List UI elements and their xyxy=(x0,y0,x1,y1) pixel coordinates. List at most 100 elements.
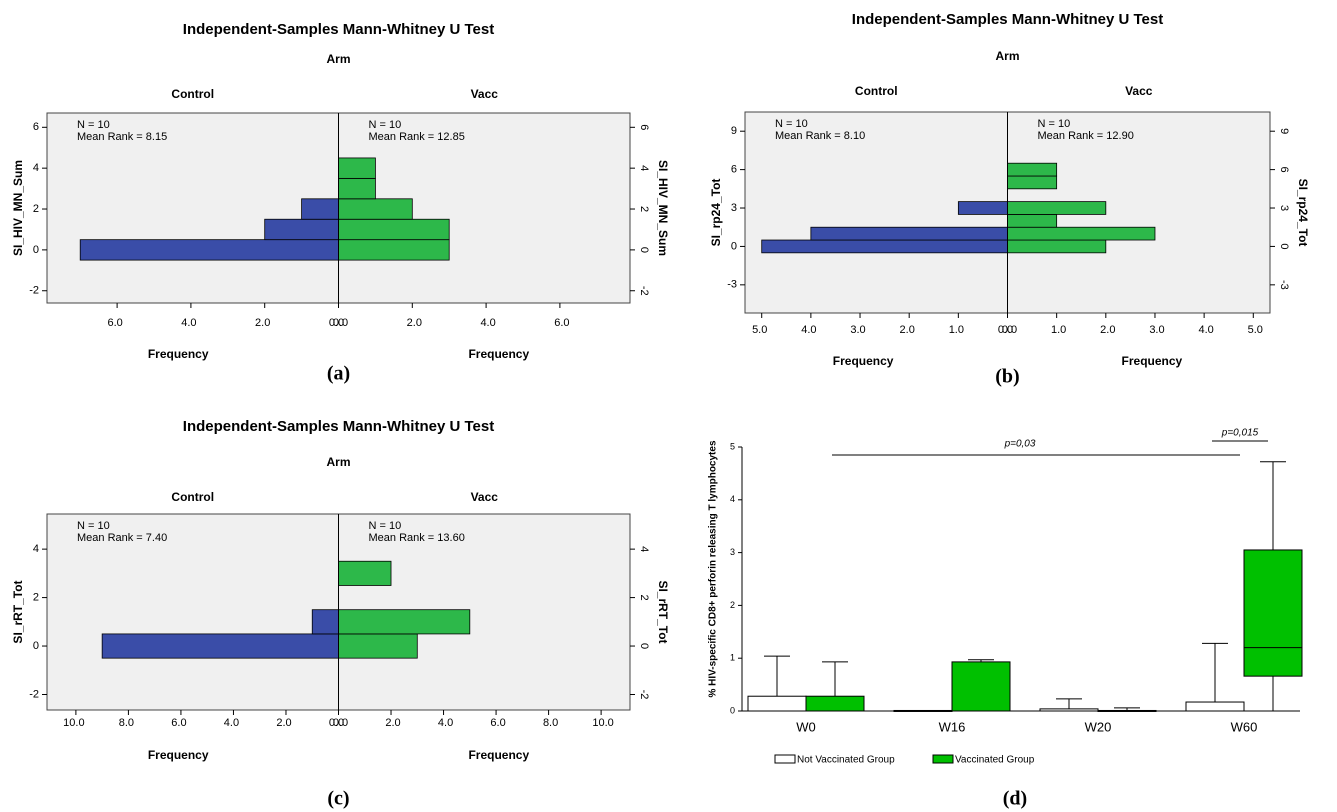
bar xyxy=(338,218,450,241)
annotation: N = 10 xyxy=(77,520,110,532)
y-tick-label: 2 xyxy=(33,591,39,603)
x-tick-label: 0.0 xyxy=(329,317,344,329)
x-tick-label: 2.0 xyxy=(255,317,270,329)
facet-title: Arm xyxy=(326,52,350,66)
facet-header: Control xyxy=(855,84,898,98)
chart-title: Independent-Samples Mann-Whitney U Test xyxy=(852,11,1163,28)
y-tick-label: -3 xyxy=(1278,280,1290,290)
annotation: N = 10 xyxy=(369,520,402,532)
y-tick-label: 0 xyxy=(638,247,650,253)
y-tick-label: 3 xyxy=(730,547,735,557)
bar xyxy=(338,198,413,220)
x-tick-label: 3.0 xyxy=(850,324,865,336)
x-tick-label: 1.0 xyxy=(949,324,964,336)
y-tick-label: 3 xyxy=(731,202,737,214)
chart-title: Independent-Samples Mann-Whitney U Test xyxy=(183,418,494,435)
x-tick-label: 6.0 xyxy=(490,717,505,729)
y-tick-label: 9 xyxy=(731,125,737,137)
y-tick-label: 0 xyxy=(731,240,737,252)
annotation: N = 10 xyxy=(369,119,402,131)
annotation: Mean Rank = 12.85 xyxy=(369,131,465,143)
chart-title: Independent-Samples Mann-Whitney U Test xyxy=(183,21,494,38)
legend-swatch xyxy=(774,754,796,764)
x-axis-label: Frequency xyxy=(468,347,529,361)
caption: (d) xyxy=(1003,788,1027,810)
bar xyxy=(338,609,471,635)
x-tick-label: 4.0 xyxy=(801,324,816,336)
bar xyxy=(311,609,339,635)
x-axis-label: Frequency xyxy=(148,347,209,361)
annotation: Mean Rank = 13.60 xyxy=(369,532,465,544)
x-tick-label: 2.0 xyxy=(900,324,915,336)
y-tick-label: 9 xyxy=(1278,128,1290,134)
annotation: Mean Rank = 8.15 xyxy=(77,131,167,143)
bar xyxy=(1007,239,1107,254)
y-axis-label: SI_HIV_MN_Sum xyxy=(656,160,670,256)
x-tick-label: 6.0 xyxy=(107,317,122,329)
y-tick-label: 0 xyxy=(33,244,39,256)
facet-header: Vacc xyxy=(471,87,499,101)
x-tick-label: 0.0 xyxy=(333,317,348,329)
y-tick-label: 0 xyxy=(730,705,735,715)
x-tick-label: W20 xyxy=(1085,719,1112,734)
y-tick-label: 3 xyxy=(1278,205,1290,211)
bar xyxy=(810,226,1008,241)
bar xyxy=(338,177,376,200)
x-tick-label: 1.0 xyxy=(1051,324,1066,336)
y-tick-label: 0 xyxy=(1278,243,1290,249)
facet-header: Control xyxy=(171,490,214,504)
y-tick-label: 4 xyxy=(33,543,39,555)
x-tick-label: 0.0 xyxy=(1002,324,1017,336)
y-tick-label: 2 xyxy=(638,595,650,601)
x-tick-label: 4.0 xyxy=(438,717,453,729)
significance-label: p=0,03 xyxy=(1004,439,1036,450)
y-tick-label: -3 xyxy=(727,279,737,291)
x-tick-label: 2.0 xyxy=(385,717,400,729)
y-axis-label: SI_rp24_Tot xyxy=(709,179,723,247)
x-tick-label: 3.0 xyxy=(1149,324,1164,336)
y-axis-label: % HIV-specific CD8+ perforin releasing T… xyxy=(708,440,719,697)
x-tick-label: W0 xyxy=(796,719,816,734)
y-tick-label: -2 xyxy=(29,688,39,700)
bar xyxy=(338,157,376,179)
x-axis-label: Frequency xyxy=(468,748,529,762)
x-tick-label: 0.0 xyxy=(998,324,1013,336)
bar xyxy=(1007,175,1058,190)
y-axis-label: SI_rp24_Tot xyxy=(1296,179,1310,247)
significance-label: p=0,015 xyxy=(1221,428,1259,439)
y-tick-label: 6 xyxy=(638,124,650,130)
box xyxy=(1243,549,1303,677)
y-tick-label: 4 xyxy=(638,165,650,171)
y-tick-label: -2 xyxy=(638,690,650,700)
box xyxy=(1185,701,1245,712)
bar xyxy=(1007,214,1058,228)
y-axis-label: SI_rRT_Tot xyxy=(656,580,670,643)
x-axis-label: Frequency xyxy=(833,354,894,368)
x-tick-label: 4.0 xyxy=(181,317,196,329)
y-tick-label: 0 xyxy=(33,640,39,652)
annotation: Mean Rank = 12.90 xyxy=(1038,130,1134,142)
bar xyxy=(1007,226,1156,241)
caption: (c) xyxy=(327,788,349,810)
legend-label: Not Vaccinated Group xyxy=(797,755,895,766)
y-axis-label: SI_rRT_Tot xyxy=(11,580,25,643)
facet-header: Control xyxy=(171,87,214,101)
y-tick-label: 2 xyxy=(33,203,39,215)
y-tick-label: 1 xyxy=(730,653,735,663)
bar xyxy=(338,239,450,261)
y-tick-label: 6 xyxy=(33,121,39,133)
x-tick-label: 2.0 xyxy=(1100,324,1115,336)
x-tick-label: 4.0 xyxy=(1198,324,1213,336)
annotation: Mean Rank = 7.40 xyxy=(77,532,167,544)
bar xyxy=(957,201,1008,215)
y-tick-label: 4 xyxy=(638,546,650,552)
bar xyxy=(1007,201,1107,215)
y-tick-label: -2 xyxy=(638,286,650,296)
box xyxy=(805,695,865,712)
legend-swatch xyxy=(932,754,954,764)
facet-title: Arm xyxy=(326,455,350,469)
x-tick-label: 0.0 xyxy=(333,717,348,729)
y-axis-label: SI_HIV_MN_Sum xyxy=(11,160,25,256)
y-tick-label: 0 xyxy=(638,643,650,649)
caption: (b) xyxy=(995,366,1019,388)
